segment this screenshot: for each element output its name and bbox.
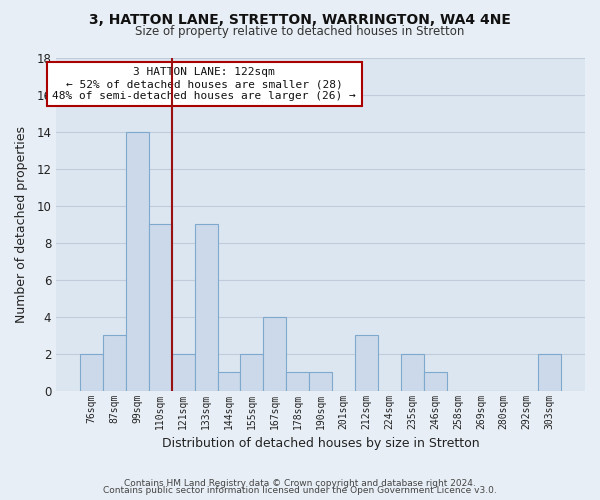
Bar: [80, 354, 103, 391]
Bar: [218, 372, 241, 390]
Bar: [355, 335, 378, 390]
Text: Contains HM Land Registry data © Crown copyright and database right 2024.: Contains HM Land Registry data © Crown c…: [124, 478, 476, 488]
Bar: [286, 372, 309, 390]
Bar: [126, 132, 149, 390]
Bar: [263, 316, 286, 390]
Bar: [194, 224, 218, 390]
Bar: [309, 372, 332, 390]
Bar: [538, 354, 561, 391]
Text: Contains public sector information licensed under the Open Government Licence v3: Contains public sector information licen…: [103, 486, 497, 495]
Bar: [103, 335, 126, 390]
Bar: [172, 354, 194, 391]
Text: 3 HATTON LANE: 122sqm
← 52% of detached houses are smaller (28)
48% of semi-deta: 3 HATTON LANE: 122sqm ← 52% of detached …: [52, 68, 356, 100]
Bar: [424, 372, 446, 390]
Text: 3, HATTON LANE, STRETTON, WARRINGTON, WA4 4NE: 3, HATTON LANE, STRETTON, WARRINGTON, WA…: [89, 12, 511, 26]
Bar: [149, 224, 172, 390]
Y-axis label: Number of detached properties: Number of detached properties: [15, 126, 28, 322]
Bar: [241, 354, 263, 391]
X-axis label: Distribution of detached houses by size in Stretton: Distribution of detached houses by size …: [162, 437, 479, 450]
Bar: [401, 354, 424, 391]
Text: Size of property relative to detached houses in Stretton: Size of property relative to detached ho…: [136, 25, 464, 38]
